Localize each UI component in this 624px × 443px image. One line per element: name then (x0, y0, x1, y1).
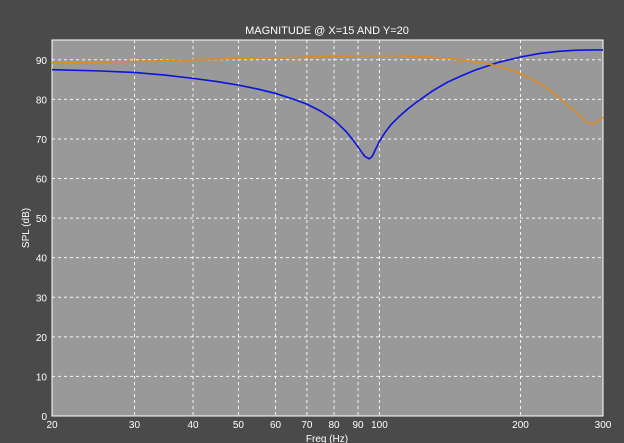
x-tick-label: 200 (512, 420, 529, 431)
y-tick-label: 10 (36, 372, 48, 383)
series-line-2 (51, 55, 604, 125)
y-tick-label: 90 (36, 56, 48, 67)
tick-label-layer: 20 30 40 50 60 70 80 90 100 200 300 0 10 20 30 40 50 60 70… (36, 56, 612, 431)
grid-layer (52, 40, 603, 416)
y-tick-label: 60 (36, 175, 48, 186)
x-tick-label: 90 (352, 420, 364, 431)
x-tick-label: 40 (187, 420, 199, 431)
y-tick-label: 50 (36, 214, 48, 225)
chart-title: MAGNITUDE @ X=15 AND Y=20 (245, 25, 409, 37)
series-line-1 (51, 49, 603, 160)
x-tick-label: 30 (129, 420, 141, 431)
x-tick-label: 300 (595, 420, 612, 431)
x-axis-label: Freq (Hz) (306, 434, 348, 443)
y-axis-label: SPL (dB) (21, 208, 32, 248)
x-tick-label: 80 (329, 420, 341, 431)
x-tick-label: 100 (371, 420, 388, 431)
series-layer (51, 49, 604, 160)
x-tick-label: 20 (46, 420, 58, 431)
plot-area (51, 39, 604, 417)
y-tick-label: 0 (41, 412, 47, 423)
x-tick-label: 60 (270, 420, 282, 431)
y-tick-label: 40 (36, 254, 48, 265)
x-tick-label: 70 (301, 420, 313, 431)
y-tick-label: 80 (36, 95, 48, 106)
y-tick-label: 70 (36, 135, 48, 146)
y-tick-label: 30 (36, 293, 48, 304)
y-tick-label: 20 (36, 333, 48, 344)
x-tick-label: 50 (233, 420, 245, 431)
